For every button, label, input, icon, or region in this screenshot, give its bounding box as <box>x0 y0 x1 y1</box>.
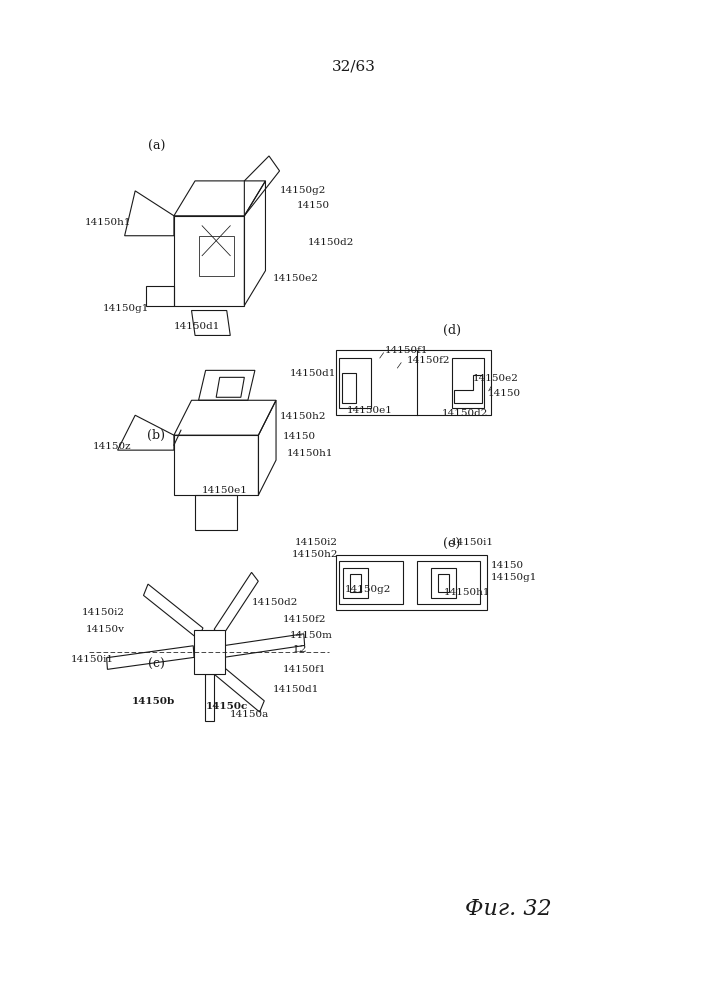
Text: 14150h1: 14150h1 <box>85 218 132 227</box>
Text: 14150i1: 14150i1 <box>71 655 114 664</box>
Text: 14150h2: 14150h2 <box>279 412 326 421</box>
Text: 14150h2: 14150h2 <box>291 550 338 559</box>
Polygon shape <box>223 634 305 657</box>
Text: 14150d1: 14150d1 <box>290 369 336 378</box>
Text: 14150e2: 14150e2 <box>272 274 318 283</box>
Bar <box>343 568 368 598</box>
Text: 14150d2: 14150d2 <box>252 598 298 607</box>
Text: 14150m: 14150m <box>290 631 333 640</box>
Text: (d): (d) <box>443 324 461 337</box>
Text: 14150g1: 14150g1 <box>103 304 149 313</box>
Text: 14150i2: 14150i2 <box>295 538 338 547</box>
Text: 14150h1: 14150h1 <box>443 588 490 597</box>
Text: 14150f2: 14150f2 <box>407 356 450 365</box>
Text: 14150g1: 14150g1 <box>491 573 537 582</box>
Bar <box>336 350 491 415</box>
Text: 14150v: 14150v <box>86 625 124 634</box>
Text: 14150a: 14150a <box>230 710 269 719</box>
Polygon shape <box>107 646 194 669</box>
Text: 14150f1: 14150f1 <box>385 346 428 355</box>
Bar <box>452 358 484 408</box>
Polygon shape <box>214 572 258 638</box>
Text: (b): (b) <box>147 429 165 442</box>
Bar <box>417 561 480 604</box>
Text: (c): (c) <box>148 658 165 671</box>
Text: 32/63: 32/63 <box>332 59 375 73</box>
Text: 14150: 14150 <box>487 389 520 398</box>
Text: 14150f1: 14150f1 <box>283 665 327 674</box>
Text: 14150: 14150 <box>283 432 316 441</box>
Polygon shape <box>215 664 264 712</box>
Text: 14150b: 14150b <box>132 697 175 706</box>
Text: 14150i2: 14150i2 <box>81 608 124 617</box>
Bar <box>350 574 361 592</box>
Text: 14150g2: 14150g2 <box>345 585 392 594</box>
Bar <box>438 574 448 592</box>
Text: 14150z: 14150z <box>93 442 132 451</box>
Text: 14150d1: 14150d1 <box>272 685 319 694</box>
Text: 14150c: 14150c <box>206 702 248 711</box>
Text: 14150g2: 14150g2 <box>279 186 326 195</box>
Text: (e): (e) <box>443 538 461 551</box>
Text: 14150: 14150 <box>297 201 330 210</box>
Bar <box>339 561 403 604</box>
Text: 14150e1: 14150e1 <box>346 406 392 415</box>
Text: 14150e1: 14150e1 <box>202 486 248 495</box>
Text: L2: L2 <box>293 645 307 654</box>
Text: 14150d2: 14150d2 <box>308 238 354 247</box>
Bar <box>336 555 487 610</box>
Polygon shape <box>194 630 225 674</box>
Bar <box>341 373 356 403</box>
Bar <box>339 358 371 408</box>
Bar <box>431 568 455 598</box>
Text: 14150: 14150 <box>491 561 524 570</box>
Text: 14150h1: 14150h1 <box>286 449 333 458</box>
Text: 14150f2: 14150f2 <box>283 615 327 624</box>
Text: 14150e2: 14150e2 <box>473 374 519 383</box>
Text: 14150d1: 14150d1 <box>174 322 221 331</box>
Text: 14150i1: 14150i1 <box>450 538 493 547</box>
Text: Фиг. 32: Фиг. 32 <box>465 898 551 920</box>
Polygon shape <box>204 674 214 721</box>
Text: 14150d2: 14150d2 <box>442 409 488 418</box>
Polygon shape <box>144 584 203 639</box>
Text: (a): (a) <box>148 139 165 152</box>
